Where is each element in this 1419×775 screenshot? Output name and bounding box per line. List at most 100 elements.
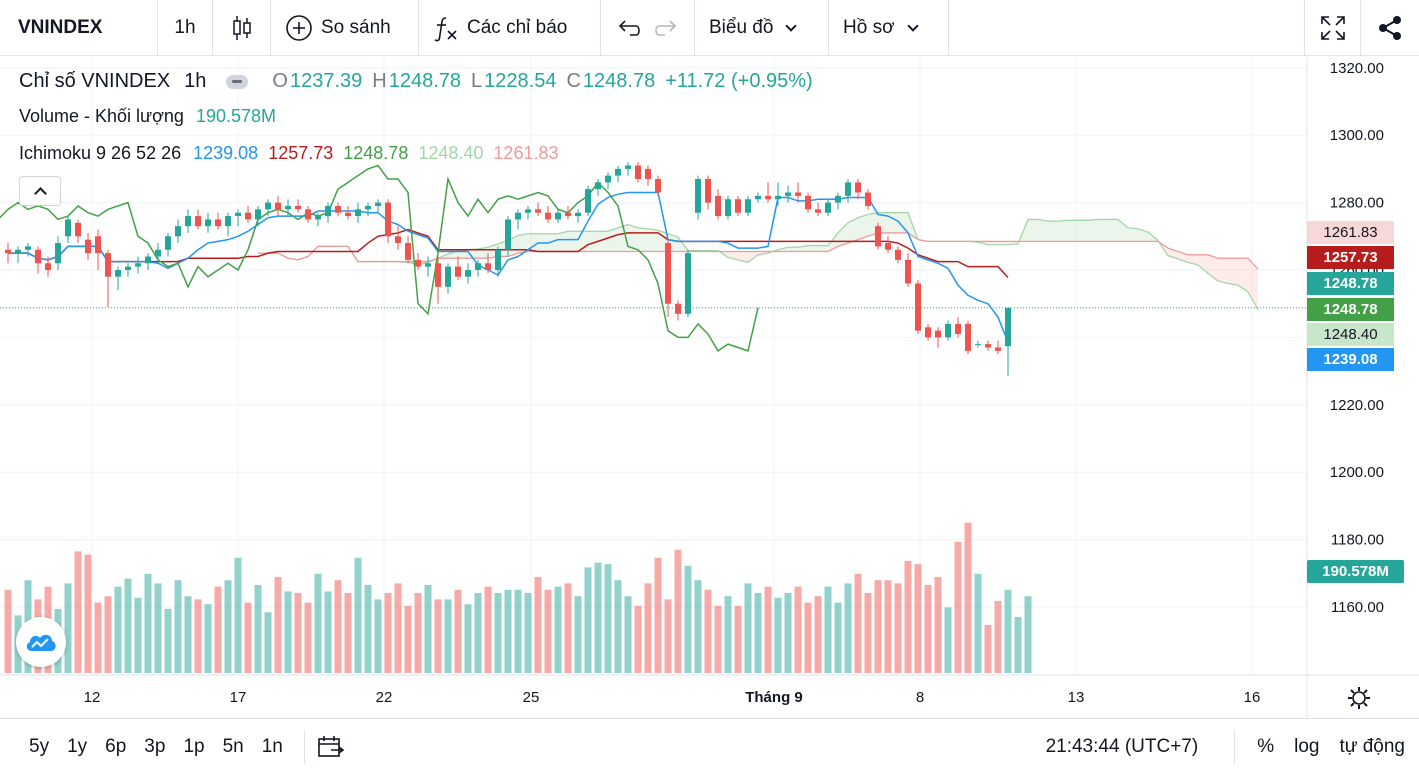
volume-bar <box>454 589 462 673</box>
volume-bar <box>244 602 252 673</box>
volume-bar <box>84 554 92 673</box>
tradingview-logo[interactable] <box>16 617 66 667</box>
chart-settings-button[interactable] <box>1345 684 1373 712</box>
redo-icon[interactable] <box>653 17 679 39</box>
ichimoku-name: Ichimoku 9 26 52 26 <box>19 143 182 163</box>
candle <box>155 249 161 257</box>
volume-bar <box>944 607 952 673</box>
date-range-button[interactable] <box>317 735 345 759</box>
range-1y-button[interactable]: 1y <box>67 736 88 757</box>
volume-bar <box>344 593 352 673</box>
undo-icon[interactable] <box>616 17 642 39</box>
indicators-button[interactable]: Các chỉ báo <box>419 0 601 56</box>
candle <box>495 249 501 270</box>
ichimoku-cloud <box>1058 220 1068 242</box>
ichimoku-cloud <box>818 245 828 252</box>
volume-bar <box>144 573 152 673</box>
clock-timezone[interactable]: 21:43:44 (UTC+7) <box>1045 736 1199 757</box>
volume-bar <box>884 580 892 673</box>
volume-bar <box>124 578 132 673</box>
volume-bar <box>834 602 842 673</box>
price-chart[interactable]: 1320.001300.001280.001260.001240.001220.… <box>0 57 1419 718</box>
candle <box>885 243 891 250</box>
interval-button[interactable]: 1h <box>158 0 213 56</box>
candle <box>575 212 581 217</box>
price-tick-label: 1180.00 <box>1331 532 1384 549</box>
symbol-search-button[interactable]: VNINDEX <box>0 0 158 56</box>
volume-bar <box>924 585 932 673</box>
volume-bar <box>1004 589 1012 673</box>
ichimoku-conversion-value: 1239.08 <box>193 143 259 163</box>
volume-bar <box>744 583 752 673</box>
compare-button[interactable]: So sánh <box>271 0 419 56</box>
collapse-legend-button[interactable] <box>19 176 61 206</box>
volume-bar <box>534 577 542 673</box>
ichimoku-cloud <box>898 212 908 233</box>
ichimoku-cloud <box>858 214 868 240</box>
volume-bar <box>114 586 122 673</box>
chevron-down-icon <box>785 19 798 32</box>
volume-bar <box>434 599 442 673</box>
candle <box>915 283 921 331</box>
fullscreen-button[interactable] <box>1305 0 1361 56</box>
chevron-down-icon <box>906 19 919 32</box>
price-tick-label: 1220.00 <box>1330 397 1384 414</box>
volume-bar <box>504 589 512 673</box>
ichimoku-cloud <box>1078 220 1088 242</box>
range-6m-button[interactable]: 6p <box>105 736 127 757</box>
volume-bar <box>994 601 1002 673</box>
last-price-badge: 1248.78 <box>1307 272 1394 295</box>
percent-scale-toggle[interactable]: % <box>1257 736 1275 757</box>
ichimoku-cloud <box>1088 219 1098 242</box>
candle <box>115 270 121 277</box>
candle <box>5 249 11 254</box>
volume-bar <box>64 583 72 673</box>
candle <box>595 182 601 190</box>
chart-type-button[interactable] <box>213 0 271 56</box>
candle <box>955 323 961 335</box>
volume-bar <box>304 602 312 673</box>
ichimoku-cloud <box>638 227 648 252</box>
auto-scale-toggle[interactable]: tự động <box>1339 736 1405 757</box>
profile-menu-button[interactable]: Hồ sơ <box>829 0 949 56</box>
range-1m-button[interactable]: 1p <box>183 736 205 757</box>
bottom-toolbar: 5y 1y 6p 3p 1p 5n 1n 21:43:44 (UTC+7) % … <box>0 718 1419 775</box>
hide-series-icon[interactable] <box>226 74 249 89</box>
candle <box>775 195 781 200</box>
candle <box>165 236 171 250</box>
candle <box>415 259 421 267</box>
time-tick-label: 17 <box>230 689 247 706</box>
range-1d-button[interactable]: 1n <box>261 736 283 757</box>
volume-bar <box>774 597 782 673</box>
volume-bar <box>104 596 112 673</box>
range-5y-button[interactable]: 5y <box>29 736 50 757</box>
candle <box>265 202 271 210</box>
candle <box>35 249 41 264</box>
candle <box>905 259 911 284</box>
open-value: 1237.39 <box>289 70 363 92</box>
candle <box>125 266 131 270</box>
share-button[interactable] <box>1361 0 1419 56</box>
volume-bar <box>364 585 372 673</box>
range-5d-button[interactable]: 5n <box>222 736 244 757</box>
span-b-badge: 1261.83 <box>1307 221 1394 244</box>
candle <box>235 212 241 217</box>
price-tick-label: 1300.00 <box>1330 127 1384 144</box>
volume-bar <box>484 586 492 673</box>
candle <box>225 216 231 227</box>
chart-menu-button[interactable]: Biểu đồ <box>695 0 829 56</box>
series-title: Chỉ số VNINDEX <box>19 70 171 92</box>
candle <box>345 212 351 217</box>
ichimoku-cloud <box>648 228 658 252</box>
range-3m-button[interactable]: 3p <box>144 736 166 757</box>
time-tick-label: 13 <box>1068 689 1085 706</box>
low-label: L <box>471 70 483 92</box>
volume-bar <box>214 586 222 673</box>
volume-bar <box>74 551 82 673</box>
candle <box>455 266 461 277</box>
profile-menu-label: Hồ sơ <box>843 16 895 38</box>
price-tick-label: 1280.00 <box>1330 195 1384 212</box>
log-scale-toggle[interactable]: log <box>1294 736 1320 757</box>
candle <box>585 189 591 213</box>
volume-bar <box>294 593 302 673</box>
